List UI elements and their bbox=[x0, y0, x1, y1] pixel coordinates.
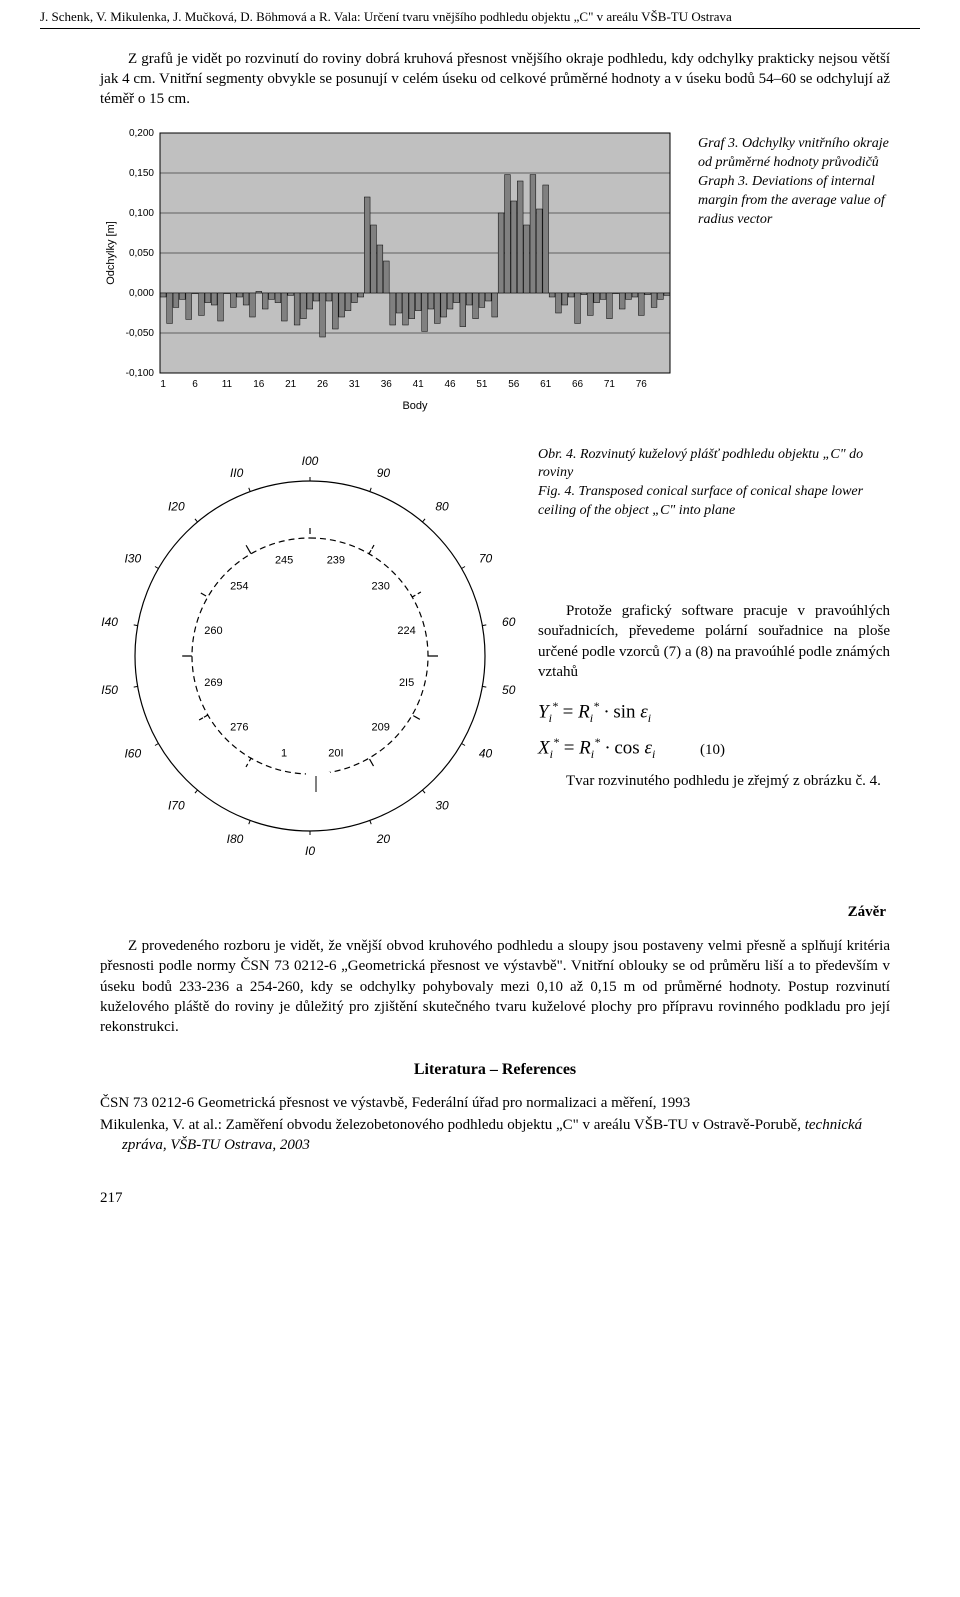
svg-text:Odchylky [m]: Odchylky [m] bbox=[105, 222, 117, 286]
equation-y: Yi* = Ri* · sin εi bbox=[538, 698, 890, 726]
svg-text:I20: I20 bbox=[168, 499, 185, 513]
svg-text:I30: I30 bbox=[124, 551, 141, 565]
figure4-caption-cz: Obr. 4. Rozvinutý kuželový plášť podhled… bbox=[538, 447, 863, 481]
chart3-caption-cz: Graf 3. Odchylky vnitřního okraje od prů… bbox=[698, 136, 889, 170]
svg-text:21: 21 bbox=[285, 379, 297, 390]
figure4: I00 90 80 70 60 50 40 30 20 I0 I80 I70 I60 I50 I40 I30 I… bbox=[100, 446, 520, 872]
svg-text:I0: I0 bbox=[305, 844, 315, 858]
svg-text:0,150: 0,150 bbox=[129, 168, 154, 179]
svg-text:40: 40 bbox=[479, 746, 493, 760]
svg-text:36: 36 bbox=[381, 379, 393, 390]
svg-text:26: 26 bbox=[317, 379, 329, 390]
svg-text:254: 254 bbox=[230, 580, 248, 592]
svg-text:Body: Body bbox=[402, 400, 428, 412]
svg-text:-0,050: -0,050 bbox=[126, 328, 155, 339]
svg-text:0,000: 0,000 bbox=[129, 288, 154, 299]
body-column: Z grafů je vidět po rozvinutí do roviny … bbox=[0, 29, 960, 1156]
chart3-caption-en: Graph 3. Deviations of internal margin f… bbox=[698, 174, 885, 227]
svg-text:71: 71 bbox=[604, 379, 616, 390]
svg-text:260: 260 bbox=[204, 625, 222, 637]
svg-text:61: 61 bbox=[540, 379, 552, 390]
svg-text:224: 224 bbox=[397, 625, 415, 637]
equation-x: Xi* = Ri* · cos εi (10) bbox=[538, 734, 890, 762]
figure4-svg: I00 90 80 70 60 50 40 30 20 I0 I80 I70 I60 I50 I40 I30 I… bbox=[100, 446, 520, 866]
equation-number: (10) bbox=[700, 742, 725, 758]
svg-text:66: 66 bbox=[572, 379, 584, 390]
page: J. Schenk, V. Mikulenka, J. Mučková, D. … bbox=[0, 0, 960, 1248]
svg-text:I00: I00 bbox=[302, 454, 319, 468]
svg-text:41: 41 bbox=[413, 379, 425, 390]
references-title: Literatura – References bbox=[100, 1059, 890, 1081]
svg-text:276: 276 bbox=[230, 721, 248, 733]
svg-text:90: 90 bbox=[377, 465, 391, 479]
references-list: ČSN 73 0212-6 Geometrická přesnost ve vý… bbox=[100, 1093, 890, 1156]
figure4-caption-en: Fig. 4. Transposed conical surface of co… bbox=[538, 484, 863, 518]
chart3: -0,100 -0,050 0,000 0,050 0,100 0,150 0,200 Odc… bbox=[100, 125, 680, 421]
chart3-row: -0,100 -0,050 0,000 0,050 0,100 0,150 0,200 Odc… bbox=[100, 125, 890, 421]
chart3-svg: -0,100 -0,050 0,000 0,050 0,100 0,150 0,200 Odc… bbox=[100, 125, 680, 415]
figure4-row: I00 90 80 70 60 50 40 30 20 I0 I80 I70 I60 I50 I40 I30 I… bbox=[100, 446, 890, 872]
svg-text:II0: II0 bbox=[230, 465, 244, 479]
svg-text:50: 50 bbox=[502, 682, 516, 696]
conclusion-title: Závěr bbox=[100, 902, 890, 922]
svg-text:76: 76 bbox=[636, 379, 648, 390]
svg-text:30: 30 bbox=[435, 798, 449, 812]
svg-text:245: 245 bbox=[275, 554, 293, 566]
svg-text:I50: I50 bbox=[101, 682, 118, 696]
svg-text:I80: I80 bbox=[227, 832, 244, 846]
running-head: J. Schenk, V. Mikulenka, J. Mučková, D. … bbox=[0, 0, 960, 28]
reference-item: ČSN 73 0212-6 Geometrická přesnost ve vý… bbox=[100, 1093, 890, 1113]
page-number: 217 bbox=[0, 1158, 960, 1208]
svg-text:60: 60 bbox=[502, 615, 516, 629]
svg-text:11: 11 bbox=[222, 379, 233, 390]
conclusion-text: Z provedeného rozboru je vidět, že vnějš… bbox=[100, 936, 890, 1037]
svg-text:239: 239 bbox=[327, 554, 345, 566]
figure4-caption: Obr. 4. Rozvinutý kuželový plášť podhled… bbox=[538, 446, 890, 522]
svg-text:70: 70 bbox=[479, 551, 493, 565]
svg-text:46: 46 bbox=[445, 379, 457, 390]
svg-text:31: 31 bbox=[349, 379, 361, 390]
chart3-caption: Graf 3. Odchylky vnitřního okraje od prů… bbox=[680, 125, 890, 229]
svg-text:2I5: 2I5 bbox=[399, 676, 414, 688]
svg-text:I60: I60 bbox=[124, 746, 141, 760]
svg-text:51: 51 bbox=[476, 379, 488, 390]
svg-text:0,200: 0,200 bbox=[129, 128, 154, 139]
svg-text:1: 1 bbox=[281, 747, 287, 759]
intro-paragraph: Z grafů je vidět po rozvinutí do roviny … bbox=[100, 49, 890, 110]
svg-text:20: 20 bbox=[376, 832, 391, 846]
svg-text:80: 80 bbox=[435, 499, 449, 513]
svg-text:-0,100: -0,100 bbox=[126, 368, 155, 379]
svg-text:230: 230 bbox=[372, 580, 390, 592]
reference-item: Mikulenka, V. at al.: Zaměření obvodu že… bbox=[100, 1115, 890, 1156]
side-paragraph-2: Tvar rozvinutého podhledu je zřejmý z ob… bbox=[538, 771, 890, 791]
svg-text:1: 1 bbox=[160, 379, 166, 390]
side-paragraph-1: Protože grafický software pracuje v prav… bbox=[538, 601, 890, 682]
svg-text:0,050: 0,050 bbox=[129, 248, 154, 259]
svg-text:20I: 20I bbox=[328, 747, 343, 759]
svg-text:0,100: 0,100 bbox=[129, 208, 154, 219]
svg-text:16: 16 bbox=[253, 379, 265, 390]
svg-text:I70: I70 bbox=[168, 798, 185, 812]
figure4-side: Obr. 4. Rozvinutý kuželový plášť podhled… bbox=[520, 446, 890, 807]
svg-text:269: 269 bbox=[204, 676, 222, 688]
svg-text:56: 56 bbox=[508, 379, 520, 390]
svg-text:I40: I40 bbox=[101, 615, 118, 629]
svg-text:209: 209 bbox=[372, 721, 390, 733]
svg-text:6: 6 bbox=[192, 379, 198, 390]
